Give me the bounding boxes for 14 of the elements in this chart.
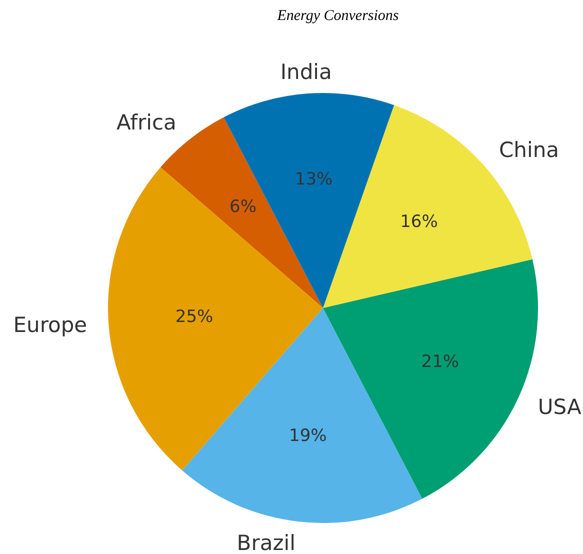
data-label: 6% [230, 196, 257, 217]
slice-label: Europe [13, 312, 88, 337]
data-label: 19% [289, 426, 327, 446]
data-label: 16% [400, 212, 438, 232]
slice-label: China [499, 138, 560, 162]
slice-label: USA [538, 394, 582, 419]
data-label: 13% [294, 169, 333, 190]
pie-slice [224, 93, 394, 308]
slice-label: Brazil [236, 530, 296, 554]
slice-label: India [280, 60, 332, 84]
data-label: 25% [175, 307, 214, 328]
chart-title: Energy Conversions [276, 8, 399, 24]
data-label: 21% [421, 352, 460, 372]
slice-label: Africa [116, 110, 176, 134]
